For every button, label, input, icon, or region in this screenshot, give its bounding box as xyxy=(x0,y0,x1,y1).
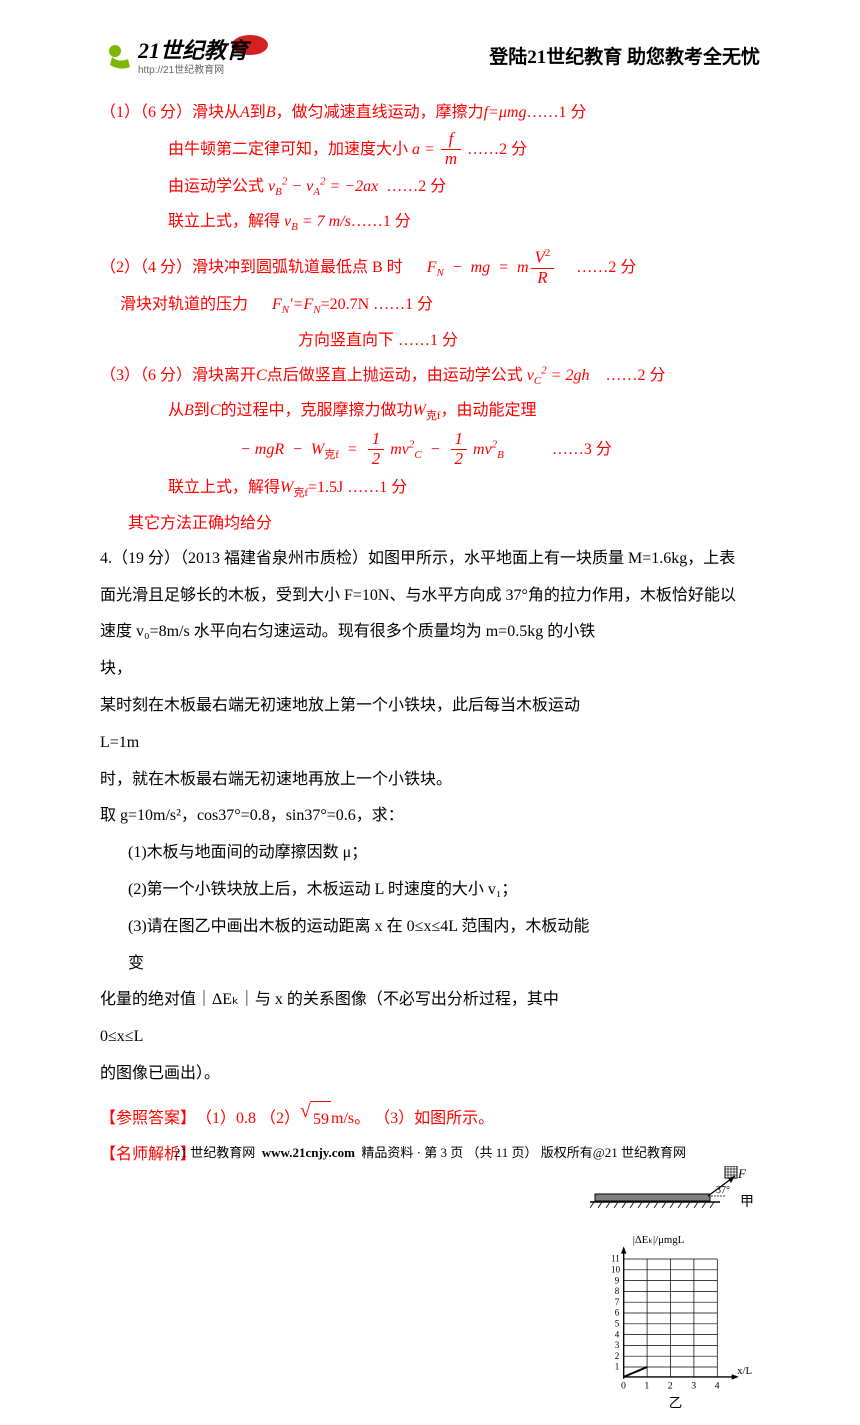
svg-text:4: 4 xyxy=(615,1329,620,1339)
logo-icon: 21世纪教育 http://21世纪教育网 xyxy=(100,33,300,78)
svg-text:4: 4 xyxy=(715,1381,720,1392)
problem4: 4.（19 分）（2013 福建省泉州市质检）如图甲所示，水平地面上有一块质量 … xyxy=(100,541,760,1093)
sol2-line2: 滑块对轨道的压力 FN′=FN=20.7N ……1 分 xyxy=(100,287,760,322)
page-content: （1）（6 分）滑块从 A 到 B，做匀减速直线运动，摩擦力 f=μmg ……1… xyxy=(100,95,760,1172)
sol-other: 其它方法正确均给分 xyxy=(100,506,760,541)
svg-text:2: 2 xyxy=(668,1381,673,1392)
p4-p1: 面光滑且足够长的木板，受到大小 F=10N、与水平方向成 37°角的拉力作用，木… xyxy=(100,578,760,615)
sol1-line4: 联立上式，解得 vB = 7 m/s ……1 分 xyxy=(100,204,760,239)
svg-text:7: 7 xyxy=(615,1297,620,1307)
svg-text:甲: 甲 xyxy=(740,1195,754,1210)
svg-text:6: 6 xyxy=(615,1308,620,1318)
p4-q1: (1)木板与地面间的动摩擦因数 μ； xyxy=(100,835,600,872)
sol2-line1: （2）（4 分）滑块冲到圆弧轨道最低点 B 时 FN − mg = m V2R … xyxy=(100,247,760,287)
sol3-line4: 联立上式，解得 W克f =1.5J ……1 分 xyxy=(100,470,760,505)
p4-p5: 取 g=10m/s²，cos37°=0.8，sin37°=0.6，求： xyxy=(100,798,600,835)
p4-q3b: 化量的绝对值｜ΔEₖ｜与 x 的关系图像（不必写出分析过程，其中 0≤x≤L xyxy=(100,982,600,1056)
p4-p4: 时，就在木板最右端无初速地再放上一个小铁块。 xyxy=(100,762,600,799)
p4-q2: (2)第一个小铁块放上后，木板运动 L 时速度的大小 v₁； xyxy=(100,872,600,909)
sol1-line3: 由运动学公式 vB2 − vA2 = −2ax ……2 分 xyxy=(100,169,760,204)
svg-text:1: 1 xyxy=(615,1362,620,1372)
p4-q3c: 的图像已画出）。 xyxy=(100,1056,600,1093)
svg-text:http://21世纪教育网: http://21世纪教育网 xyxy=(138,63,224,76)
svg-text:乙: 乙 xyxy=(669,1396,683,1411)
header-title: 登陆21世纪教育 助您教考全无忧 xyxy=(489,42,760,69)
svg-text:2: 2 xyxy=(615,1351,620,1361)
svg-text:F: F xyxy=(737,1166,747,1181)
svg-text:11: 11 xyxy=(611,1254,620,1264)
svg-text:3: 3 xyxy=(691,1381,696,1392)
figure-area: F 37° 甲 |ΔEₖ|/μmgL xyxy=(590,1166,760,1425)
svg-text:1: 1 xyxy=(644,1381,649,1392)
p4-p3: 某时刻在木板最右端无初速地放上第一个小铁块，此后每当木板运动 L=1m xyxy=(100,688,600,762)
page-footer: 21 世纪教育网 www.21cnjy.com 精品资料 · 第 3 页 （共 … xyxy=(100,1142,760,1161)
svg-text:9: 9 xyxy=(615,1275,620,1285)
figure-jia: F 37° 甲 xyxy=(590,1166,755,1211)
svg-text:5: 5 xyxy=(615,1319,620,1329)
p4-head: 4.（19 分）（2013 福建省泉州市质检）如图甲所示，水平地面上有一块质量 … xyxy=(100,541,760,578)
sol2-line3: 方向竖直向下 ……1 分 xyxy=(100,323,760,358)
svg-text:10: 10 xyxy=(611,1265,621,1275)
svg-text:21世纪教育: 21世纪教育 xyxy=(137,38,252,63)
figure-yi: |ΔEₖ|/μmgL xyxy=(590,1232,760,1412)
p4-q3: (3)请在图乙中画出木板的运动距离 x 在 0≤x≤4L 范围内，木板动能变 xyxy=(100,909,600,983)
svg-text:x/L: x/L xyxy=(737,1365,752,1377)
sol1-line1: （1）（6 分）滑块从 A 到 B，做匀减速直线运动，摩擦力 f=μmg ……1… xyxy=(100,95,760,130)
svg-text:37°: 37° xyxy=(716,1185,730,1196)
sol1-line2: 由牛顿第二定律可知，加速度大小 a = fm ……2 分 xyxy=(100,130,760,168)
answers-line: 【参照答案】（1）0.8 （2） √59 m/s。 （3）如图所示。 xyxy=(100,1101,760,1137)
sol3-line1: （3）（6 分）滑块离开 C 点后做竖直上抛运动，由运动学公式 vC2 = 2g… xyxy=(100,358,760,393)
svg-text:|ΔEₖ|/μmgL: |ΔEₖ|/μmgL xyxy=(633,1234,685,1246)
svg-text:8: 8 xyxy=(615,1286,620,1296)
svg-text:3: 3 xyxy=(615,1340,620,1350)
sol3-line2: 从 B 到 C 的过程中，克服摩擦力做功 W克f，由动能定理 xyxy=(100,393,760,428)
svg-text:0: 0 xyxy=(621,1381,626,1392)
logo: 21世纪教育 http://21世纪教育网 xyxy=(100,33,300,78)
sol3-eq: − mgR − W克f = 12 mv2C − 12 mv2B ……3 分 xyxy=(100,429,760,471)
page-header: 21世纪教育 http://21世纪教育网 登陆21世纪教育 助您教考全无忧 xyxy=(100,30,760,80)
p4-p2: 速度 v₀=8m/s 水平向右匀速运动。现有很多个质量均为 m=0.5kg 的小… xyxy=(100,614,600,688)
